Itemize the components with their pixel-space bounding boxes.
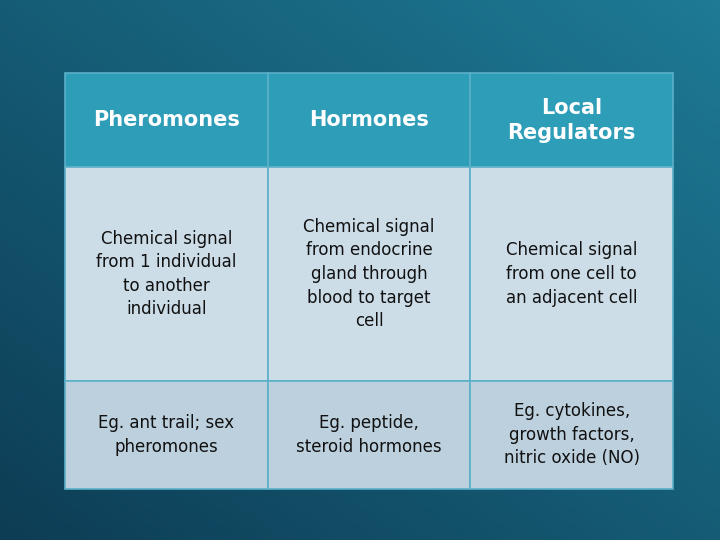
- Text: Pheromones: Pheromones: [93, 110, 240, 130]
- Bar: [470, 73, 673, 167]
- Text: Local
Regulators: Local Regulators: [508, 98, 636, 143]
- Bar: [470, 381, 673, 489]
- Bar: [268, 73, 470, 167]
- Text: Chemical signal
from 1 individual
to another
individual: Chemical signal from 1 individual to ano…: [96, 230, 236, 319]
- Bar: [65, 73, 268, 167]
- Bar: [65, 381, 268, 489]
- Bar: [470, 167, 673, 381]
- Text: Eg. ant trail; sex
pheromones: Eg. ant trail; sex pheromones: [98, 414, 234, 456]
- Text: Chemical signal
from one cell to
an adjacent cell: Chemical signal from one cell to an adja…: [506, 241, 637, 307]
- Bar: [65, 167, 268, 381]
- Bar: [268, 381, 470, 489]
- Bar: [268, 167, 470, 381]
- Text: Hormones: Hormones: [309, 110, 429, 130]
- Text: Eg. peptide,
steroid hormones: Eg. peptide, steroid hormones: [296, 414, 442, 456]
- Text: Chemical signal
from endocrine
gland through
blood to target
cell: Chemical signal from endocrine gland thr…: [303, 218, 435, 330]
- Text: Eg. cytokines,
growth factors,
nitric oxide (NO): Eg. cytokines, growth factors, nitric ox…: [504, 402, 640, 467]
